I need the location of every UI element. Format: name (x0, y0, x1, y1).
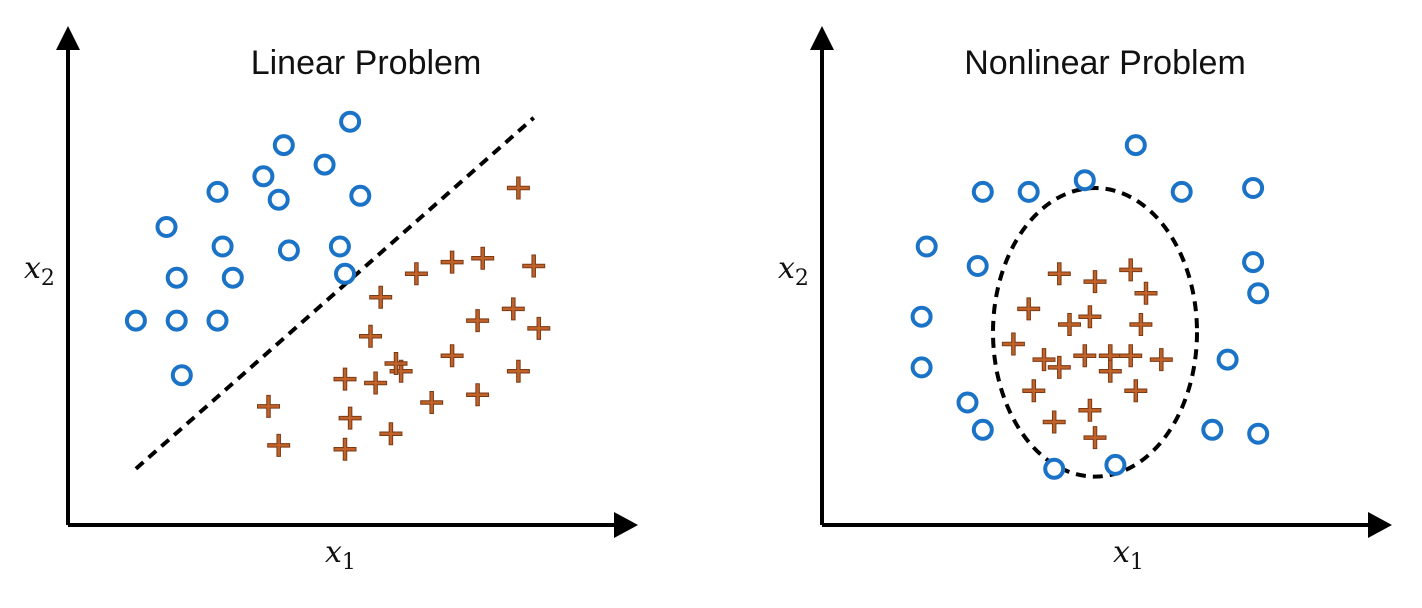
nonlinear-plus-point (1078, 305, 1102, 329)
nonlinear-plus-point (1124, 379, 1148, 403)
linear-axes (56, 26, 638, 538)
nonlinear-plus-point (1022, 379, 1046, 403)
nonlinear-circle-point (910, 356, 933, 379)
linear-plus-point (379, 422, 403, 446)
nonlinear-circle-point (1247, 282, 1270, 305)
linear-plus-point (527, 316, 551, 340)
linear-plus-point (267, 433, 291, 457)
nonlinear-circle-point (910, 305, 933, 328)
linear-plus-point (501, 297, 525, 321)
linear-y-axis-arrow (56, 26, 80, 50)
linear-plus-point (522, 254, 546, 278)
nonlinear-plus-point (1134, 281, 1158, 305)
nonlinear-marks (910, 134, 1270, 480)
linear-circle-point (221, 266, 244, 289)
linear-plus-point (333, 437, 357, 461)
nonlinear-circle-point (1043, 457, 1066, 480)
linear-plus-point (333, 367, 357, 391)
nonlinear-x-axis-arrow (1368, 512, 1392, 538)
nonlinear-plus-point (1032, 348, 1056, 372)
linear-plus-point (466, 383, 490, 407)
linear-plus-point (466, 309, 490, 333)
linear-circle-point (206, 180, 229, 203)
nonlinear-plus-point (1073, 344, 1097, 368)
linear-plus-point (257, 394, 280, 418)
nonlinear-circle-point (971, 418, 994, 441)
nonlinear-plus-point (1083, 270, 1107, 294)
nonlinear-circle-point (1124, 134, 1147, 157)
nonlinear-plus-point (1119, 344, 1143, 368)
linear-circle-point (339, 110, 362, 133)
linear-circle-point (252, 165, 275, 188)
nonlinear-plus-point (1098, 359, 1122, 383)
nonlinear-plus-point (1119, 258, 1143, 282)
linear-circle-point (334, 262, 356, 285)
linear-plus-point (471, 246, 495, 270)
nonlinear-plus-point (1047, 355, 1071, 379)
nonlinear-problem-title: Nonlinear Problem (964, 44, 1246, 82)
linear-plus-point (420, 391, 444, 414)
nonlinear-circle-point (1170, 180, 1193, 203)
linear-circle-point (272, 134, 295, 157)
nonlinear-plus-point (1149, 348, 1173, 372)
linear-x-axis-arrow (614, 512, 638, 538)
linear-plus-point (338, 406, 362, 430)
nonlinear-circle-point (1104, 453, 1127, 476)
nonlinear-plus-point (1047, 262, 1071, 286)
nonlinear-plus-point (1042, 410, 1066, 434)
linear-circle-point (170, 364, 193, 387)
linear-problem-title: Linear Problem (251, 44, 482, 82)
nonlinear-axes (810, 26, 1392, 538)
linear-plus-point (506, 359, 530, 383)
linear-circle-point (313, 153, 336, 176)
linear-plus-point (506, 176, 530, 200)
nonlinear-y-axis-label: x2 (778, 251, 809, 291)
nonlinear-circle-point (971, 180, 994, 203)
nonlinear-plus-point (1083, 426, 1107, 450)
linear-circle-point (349, 184, 372, 207)
nonlinear-plus-point (1058, 313, 1081, 336)
linear-circle-point (211, 235, 234, 258)
nonlinear-problem-panel: Nonlinear Problem x1 x2 (778, 26, 1392, 575)
nonlinear-circle-point (915, 235, 938, 258)
nonlinear-plus-point (1017, 297, 1041, 321)
linear-circle-point (277, 239, 300, 262)
nonlinear-circle-point (966, 255, 989, 277)
nonlinear-circle-point (1247, 422, 1270, 445)
nonlinear-y-axis-arrow (810, 26, 834, 50)
linear-plus-point (440, 250, 464, 274)
linear-x-axis-label: x1 (325, 535, 356, 575)
linear-y-axis-label: x2 (24, 251, 55, 291)
nonlinear-circle-point (1017, 180, 1040, 203)
linear-plus-point (359, 324, 382, 348)
linear-problem-panel: Linear Problem x1 x2 (24, 26, 638, 575)
linear-circle-point (165, 266, 188, 289)
nonlinear-circle-point (1073, 169, 1096, 192)
nonlinear-plus-point (1001, 332, 1025, 356)
nonlinear-circle-point (1216, 348, 1239, 371)
linear-plus-point (384, 352, 408, 375)
nonlinear-decision-boundary (991, 185, 1199, 479)
nonlinear-x-axis-label: x1 (1113, 535, 1144, 575)
linear-circle-point (155, 216, 178, 238)
linear-plus-point (364, 371, 388, 395)
nonlinear-circle-point (956, 391, 979, 414)
nonlinear-circle-point (1201, 418, 1224, 441)
linear-plus-point (369, 285, 393, 309)
linear-circle-point (328, 235, 351, 258)
nonlinear-circle-point (1242, 251, 1265, 274)
linear-circle-point (124, 309, 147, 332)
linear-circle-point (267, 188, 290, 211)
nonlinear-plus-point (1078, 398, 1102, 422)
linear-decision-boundary (134, 116, 536, 471)
linear-plus-point (404, 262, 428, 286)
linear-plus-point (440, 344, 464, 368)
linear-circle-point (206, 309, 229, 332)
nonlinear-plus-point (1129, 313, 1153, 336)
linear-plus-point (389, 359, 413, 383)
linear-marks (124, 110, 551, 471)
linear-circle-point (165, 309, 188, 332)
nonlinear-circle-point (1242, 177, 1265, 199)
